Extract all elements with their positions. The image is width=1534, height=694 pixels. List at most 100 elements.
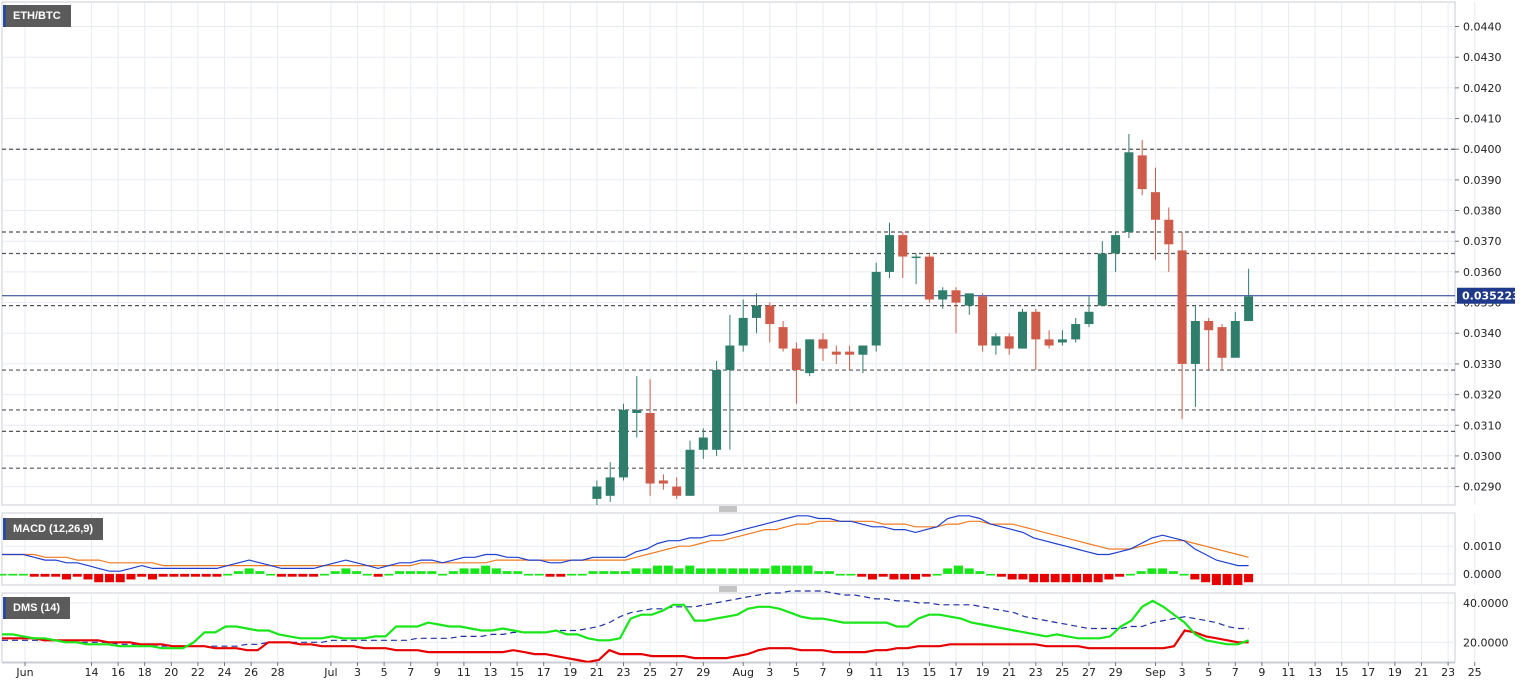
x-tick-label: 7 [407, 666, 414, 679]
candle[interactable] [672, 477, 682, 499]
macd-signal-line[interactable] [2, 520, 1249, 567]
candle[interactable] [831, 345, 841, 364]
candle[interactable] [738, 299, 748, 352]
dms-pane-label[interactable]: DMS (14) [3, 597, 71, 619]
candle[interactable] [951, 287, 961, 334]
x-tick-label: 7 [820, 666, 827, 679]
candle[interactable] [1137, 140, 1147, 196]
x-tick-label: 24 [218, 666, 232, 679]
candle[interactable] [1177, 232, 1187, 420]
macd-histogram-bar-negative [556, 573, 566, 577]
candle[interactable] [924, 253, 934, 303]
macd-histogram-bar-negative [126, 573, 136, 580]
candle[interactable] [1057, 330, 1067, 346]
candle[interactable] [658, 474, 668, 490]
macd-histogram-bar-positive [610, 571, 620, 574]
candle[interactable] [845, 345, 855, 371]
macd-histogram-bar-negative [61, 573, 71, 580]
candle[interactable] [791, 342, 801, 404]
x-tick-label: 21 [590, 666, 604, 679]
macd-histogram-bar-positive [405, 571, 415, 574]
candle[interactable] [805, 339, 815, 377]
candle[interactable] [778, 320, 788, 352]
pane-resize-handle[interactable] [719, 506, 737, 512]
candle[interactable] [858, 345, 868, 374]
candle-body-bear [1151, 192, 1160, 220]
candle[interactable] [1230, 311, 1240, 358]
candle[interactable] [818, 333, 828, 361]
candle[interactable] [592, 480, 602, 505]
candle[interactable] [619, 403, 628, 481]
candle[interactable] [1071, 317, 1081, 343]
candle[interactable] [885, 222, 894, 279]
price-pane [1, 1, 1456, 506]
candle[interactable] [632, 376, 642, 438]
candle[interactable] [1124, 133, 1134, 239]
candle[interactable] [978, 293, 988, 352]
di-minus-line[interactable] [2, 629, 1249, 664]
candle[interactable] [752, 293, 761, 334]
candle[interactable] [911, 253, 921, 285]
candle[interactable] [938, 287, 948, 309]
candle[interactable] [871, 262, 881, 352]
di-plus-line[interactable] [2, 599, 1249, 650]
macd-histogram-bar-positive [975, 571, 985, 574]
candle[interactable] [964, 293, 974, 315]
candle[interactable] [898, 232, 908, 279]
candle[interactable] [1204, 317, 1214, 371]
candle[interactable] [605, 462, 615, 502]
macd-histogram-bar-positive [846, 573, 856, 576]
candle[interactable] [1164, 207, 1174, 272]
candle[interactable] [1031, 308, 1041, 371]
pane-resize-handle[interactable] [719, 586, 737, 592]
candle[interactable] [1151, 167, 1160, 260]
x-tick-label: 13 [484, 666, 498, 679]
candle[interactable] [1190, 305, 1200, 407]
candle[interactable] [1044, 330, 1054, 349]
candle-body-bear [1217, 327, 1227, 358]
macd-histogram-bar-negative [1233, 573, 1243, 585]
x-tick-label: 27 [1082, 666, 1096, 679]
candle[interactable] [685, 440, 695, 496]
macd-line[interactable] [2, 515, 1249, 572]
candle[interactable] [698, 428, 708, 459]
price-pane-label[interactable]: ETH/BTC [3, 5, 71, 27]
candle[interactable] [645, 379, 655, 496]
candle-body-bear [1031, 311, 1041, 340]
current-price-tag [1457, 287, 1515, 304]
candle[interactable] [1018, 308, 1027, 349]
candle-body-bear [1137, 155, 1147, 190]
macd-pane-label[interactable]: MACD (12,26,9) [3, 518, 104, 540]
candle-body-bull [1018, 311, 1027, 349]
macd-histogram-bar-negative [900, 573, 910, 580]
macd-histogram-bar-positive [835, 573, 845, 576]
candle[interactable] [765, 302, 775, 343]
macd-histogram-bar-positive [685, 565, 695, 574]
macd-histogram-bar-negative [545, 573, 555, 577]
candle[interactable] [1097, 241, 1107, 306]
price-y-tick-label: 0.0400 [1463, 143, 1502, 156]
candle[interactable] [1111, 232, 1121, 272]
macd-histogram-bar-positive [18, 573, 29, 576]
candle[interactable] [1004, 333, 1014, 355]
candle[interactable] [712, 360, 722, 456]
macd-histogram-bar-positive [642, 568, 652, 574]
macd-histogram-bar-positive [384, 573, 394, 576]
candle[interactable] [1217, 324, 1227, 371]
macd-y-tick-label: 0.0000 [1463, 568, 1502, 581]
candle[interactable] [725, 314, 735, 450]
x-tick-label: 23 [617, 666, 631, 679]
candle-body-bull [1084, 311, 1094, 325]
macd-histogram-bar-positive [803, 565, 813, 574]
macd-histogram-bar-negative [373, 573, 383, 577]
macd-histogram-bar-negative [190, 573, 200, 577]
x-tick-label: 25 [643, 666, 657, 679]
macd-histogram-bar-negative [287, 573, 297, 577]
candle-body-bear [951, 290, 961, 303]
candle[interactable] [1244, 268, 1254, 321]
x-tick-label: 29 [1109, 666, 1123, 679]
candle[interactable] [1084, 296, 1094, 328]
candle[interactable] [991, 333, 1001, 355]
macd-histogram-bar-positive [266, 573, 276, 576]
